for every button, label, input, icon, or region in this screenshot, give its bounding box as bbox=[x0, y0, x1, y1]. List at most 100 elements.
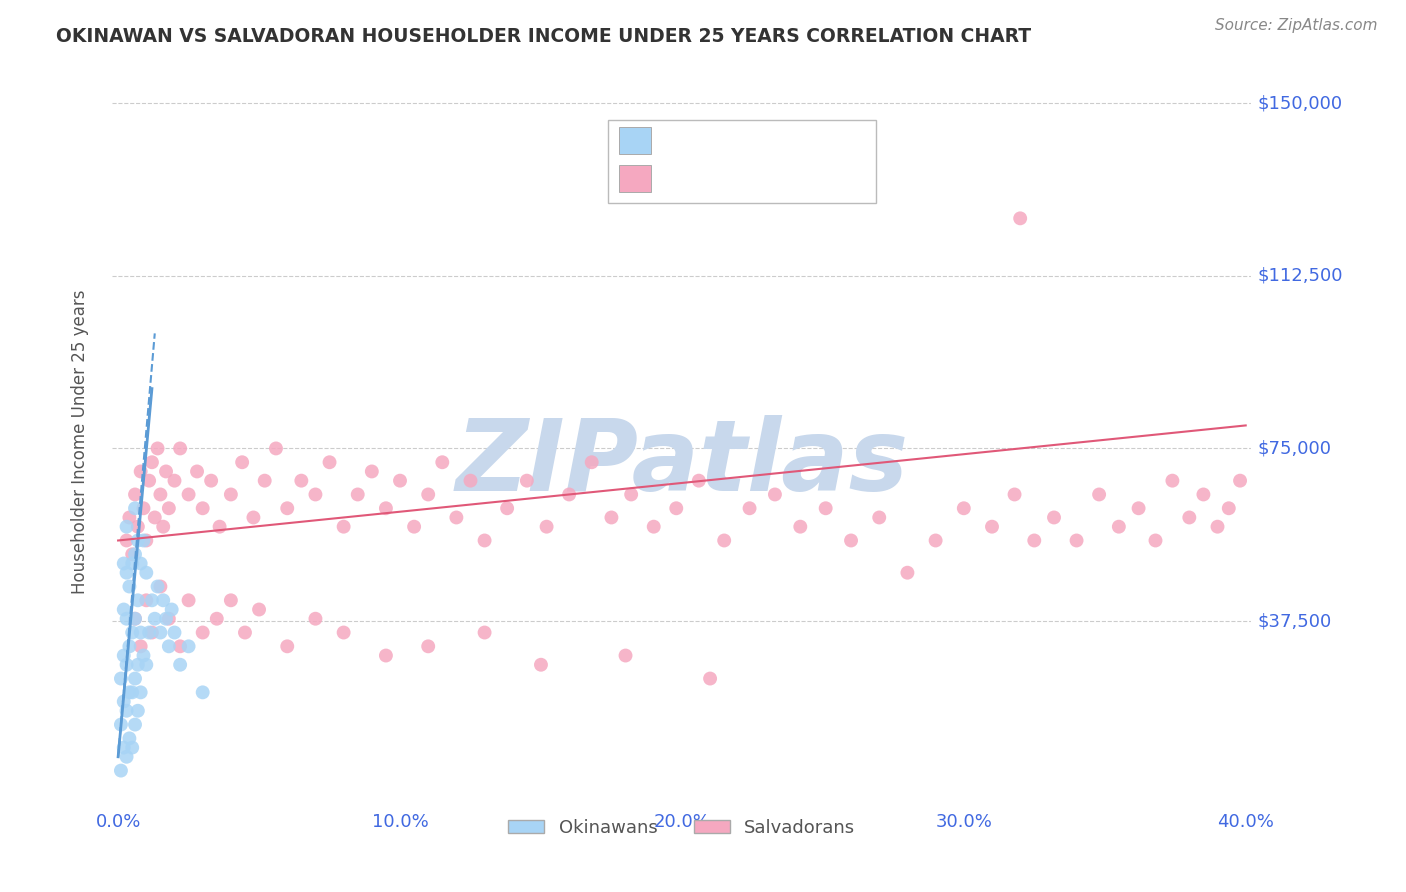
Point bbox=[763, 487, 786, 501]
Point bbox=[124, 672, 146, 686]
Point bbox=[138, 474, 160, 488]
Text: $150,000: $150,000 bbox=[1257, 95, 1343, 112]
Point bbox=[132, 533, 155, 548]
Point bbox=[127, 704, 149, 718]
Point bbox=[446, 510, 468, 524]
Point bbox=[200, 474, 222, 488]
Point bbox=[169, 657, 191, 672]
Point bbox=[118, 640, 141, 654]
Point bbox=[112, 557, 135, 571]
Point bbox=[135, 657, 157, 672]
Point bbox=[115, 749, 138, 764]
Point bbox=[112, 602, 135, 616]
Point bbox=[789, 519, 811, 533]
Text: R = 0.373    N =  51: R = 0.373 N = 51 bbox=[662, 128, 852, 148]
Point bbox=[110, 717, 132, 731]
Text: R = 0.313    N = 100: R = 0.313 N = 100 bbox=[662, 167, 858, 186]
Point bbox=[152, 593, 174, 607]
Point bbox=[868, 510, 890, 524]
Point bbox=[418, 487, 440, 501]
Point bbox=[474, 625, 496, 640]
Point bbox=[219, 593, 242, 607]
Point bbox=[1043, 510, 1066, 524]
Point bbox=[124, 501, 146, 516]
Point bbox=[177, 487, 200, 501]
Point bbox=[129, 625, 152, 640]
Point bbox=[129, 640, 152, 654]
Point bbox=[157, 612, 180, 626]
Point bbox=[536, 519, 558, 533]
Point bbox=[205, 612, 228, 626]
Point bbox=[1128, 501, 1150, 516]
Point bbox=[149, 580, 172, 594]
Point bbox=[1066, 533, 1088, 548]
Text: $75,000: $75,000 bbox=[1257, 440, 1331, 458]
Point bbox=[129, 465, 152, 479]
Point bbox=[143, 510, 166, 524]
Point bbox=[233, 625, 256, 640]
Point bbox=[129, 557, 152, 571]
Point bbox=[1024, 533, 1046, 548]
Point bbox=[1088, 487, 1111, 501]
Point bbox=[160, 602, 183, 616]
Point bbox=[247, 602, 270, 616]
Point bbox=[530, 657, 553, 672]
Point bbox=[688, 474, 710, 488]
Point bbox=[152, 519, 174, 533]
Point bbox=[952, 501, 974, 516]
Point bbox=[713, 533, 735, 548]
Point bbox=[169, 442, 191, 456]
Point bbox=[304, 612, 326, 626]
Point bbox=[1192, 487, 1215, 501]
Point bbox=[374, 501, 396, 516]
Point bbox=[242, 510, 264, 524]
Point bbox=[839, 533, 862, 548]
Text: $37,500: $37,500 bbox=[1257, 612, 1331, 630]
Point bbox=[643, 519, 665, 533]
Point bbox=[1161, 474, 1184, 488]
Point bbox=[1206, 519, 1229, 533]
Point bbox=[264, 442, 287, 456]
Point bbox=[157, 501, 180, 516]
Point bbox=[112, 648, 135, 663]
Point bbox=[924, 533, 946, 548]
Point bbox=[127, 533, 149, 548]
FancyBboxPatch shape bbox=[607, 120, 876, 203]
Point bbox=[738, 501, 761, 516]
Point bbox=[191, 501, 214, 516]
Point bbox=[112, 694, 135, 708]
Point bbox=[191, 625, 214, 640]
Point bbox=[276, 640, 298, 654]
Bar bbox=[619, 164, 651, 192]
Point bbox=[219, 487, 242, 501]
Point bbox=[318, 455, 340, 469]
Text: ZIPatlas: ZIPatlas bbox=[456, 415, 908, 512]
Point bbox=[474, 533, 496, 548]
Point bbox=[1144, 533, 1167, 548]
Point bbox=[115, 612, 138, 626]
Point bbox=[177, 640, 200, 654]
Point bbox=[163, 625, 186, 640]
Point bbox=[186, 465, 208, 479]
Point bbox=[121, 557, 143, 571]
Point bbox=[253, 474, 276, 488]
Point bbox=[332, 625, 354, 640]
Point bbox=[1218, 501, 1240, 516]
Point bbox=[124, 612, 146, 626]
Point bbox=[155, 612, 177, 626]
Point bbox=[231, 455, 253, 469]
Point bbox=[814, 501, 837, 516]
Point bbox=[558, 487, 581, 501]
Point bbox=[1178, 510, 1201, 524]
Point bbox=[110, 672, 132, 686]
Point bbox=[389, 474, 412, 488]
Point bbox=[115, 566, 138, 580]
Point bbox=[177, 593, 200, 607]
Point bbox=[135, 593, 157, 607]
Point bbox=[614, 648, 637, 663]
Legend: Okinawans, Salvadorans: Okinawans, Salvadorans bbox=[501, 812, 863, 845]
Point bbox=[115, 704, 138, 718]
Point bbox=[121, 685, 143, 699]
Point bbox=[516, 474, 538, 488]
Point bbox=[138, 625, 160, 640]
